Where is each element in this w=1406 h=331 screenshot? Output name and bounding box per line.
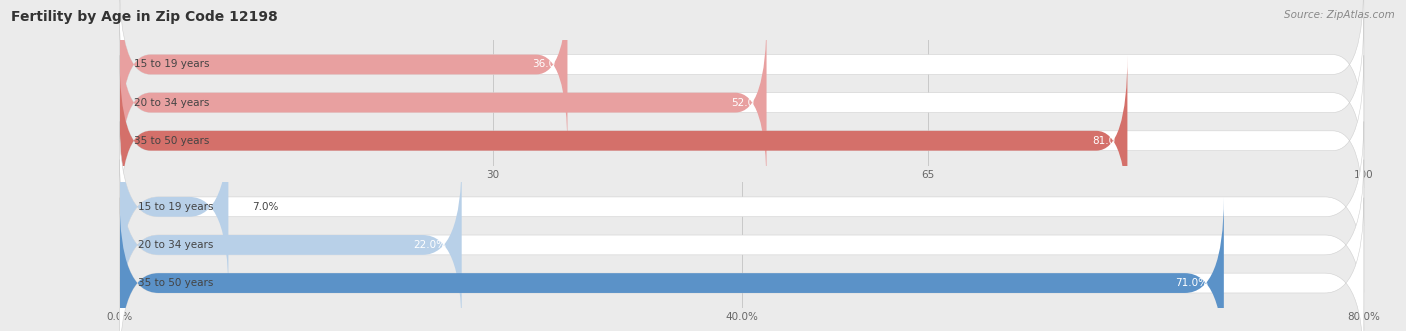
Text: Fertility by Age in Zip Code 12198: Fertility by Age in Zip Code 12198	[11, 10, 278, 24]
FancyBboxPatch shape	[120, 160, 461, 330]
Text: 15 to 19 years: 15 to 19 years	[138, 202, 214, 212]
FancyBboxPatch shape	[120, 121, 228, 292]
FancyBboxPatch shape	[120, 0, 1364, 150]
FancyBboxPatch shape	[120, 160, 1364, 330]
Text: 35 to 50 years: 35 to 50 years	[138, 278, 214, 288]
Text: Source: ZipAtlas.com: Source: ZipAtlas.com	[1284, 10, 1395, 20]
Text: 35 to 50 years: 35 to 50 years	[135, 136, 209, 146]
FancyBboxPatch shape	[120, 198, 1364, 331]
Text: 36.0: 36.0	[531, 60, 555, 70]
Text: 22.0%: 22.0%	[413, 240, 446, 250]
Text: 20 to 34 years: 20 to 34 years	[138, 240, 214, 250]
Text: 71.0%: 71.0%	[1175, 278, 1208, 288]
FancyBboxPatch shape	[120, 17, 1364, 188]
Text: 15 to 19 years: 15 to 19 years	[135, 60, 209, 70]
FancyBboxPatch shape	[120, 0, 568, 150]
FancyBboxPatch shape	[120, 198, 1223, 331]
Text: 52.0: 52.0	[731, 98, 754, 108]
FancyBboxPatch shape	[120, 17, 766, 188]
Text: 81.0: 81.0	[1092, 136, 1115, 146]
FancyBboxPatch shape	[120, 121, 1364, 292]
FancyBboxPatch shape	[120, 55, 1364, 226]
FancyBboxPatch shape	[120, 55, 1128, 226]
Text: 20 to 34 years: 20 to 34 years	[135, 98, 209, 108]
Text: 7.0%: 7.0%	[252, 202, 278, 212]
